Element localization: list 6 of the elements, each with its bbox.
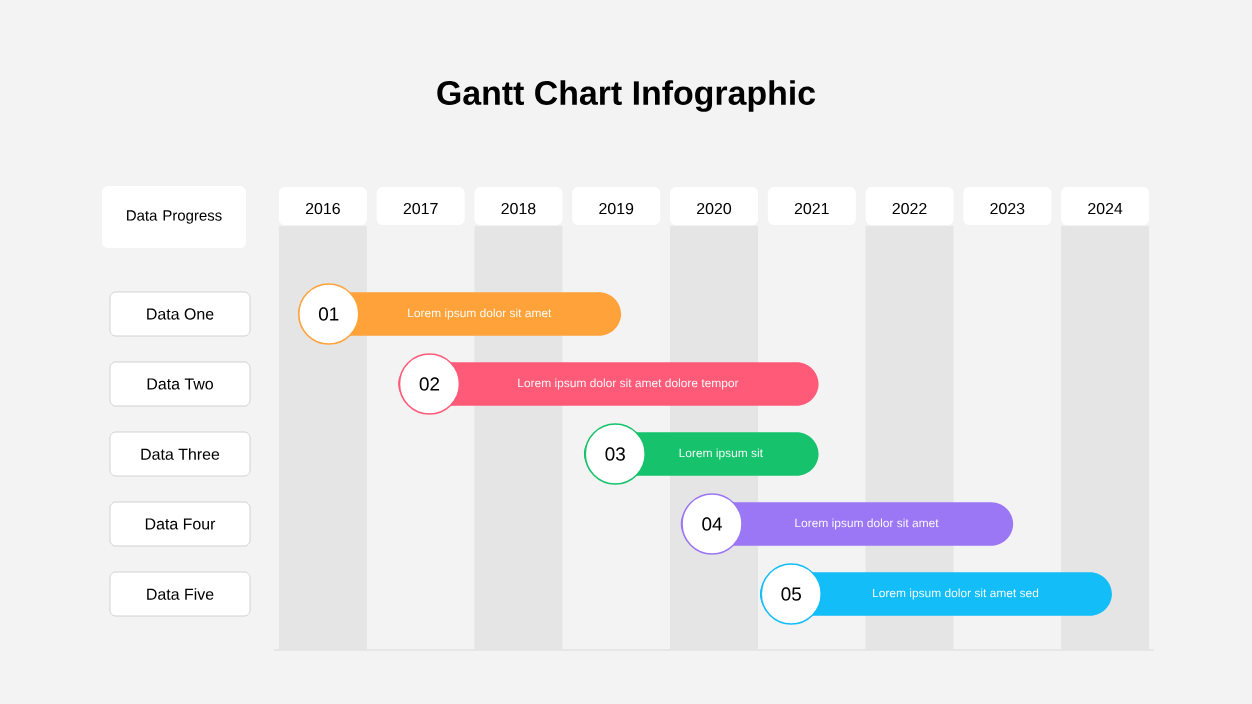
annotation: 03	[605, 447, 625, 461]
annotation: 04	[702, 517, 722, 531]
annotation: 01	[318, 307, 339, 321]
annotation: 05	[781, 587, 801, 601]
annotation: 02	[419, 377, 440, 391]
chart-title: Gantt Chart Infographic	[437, 80, 816, 112]
